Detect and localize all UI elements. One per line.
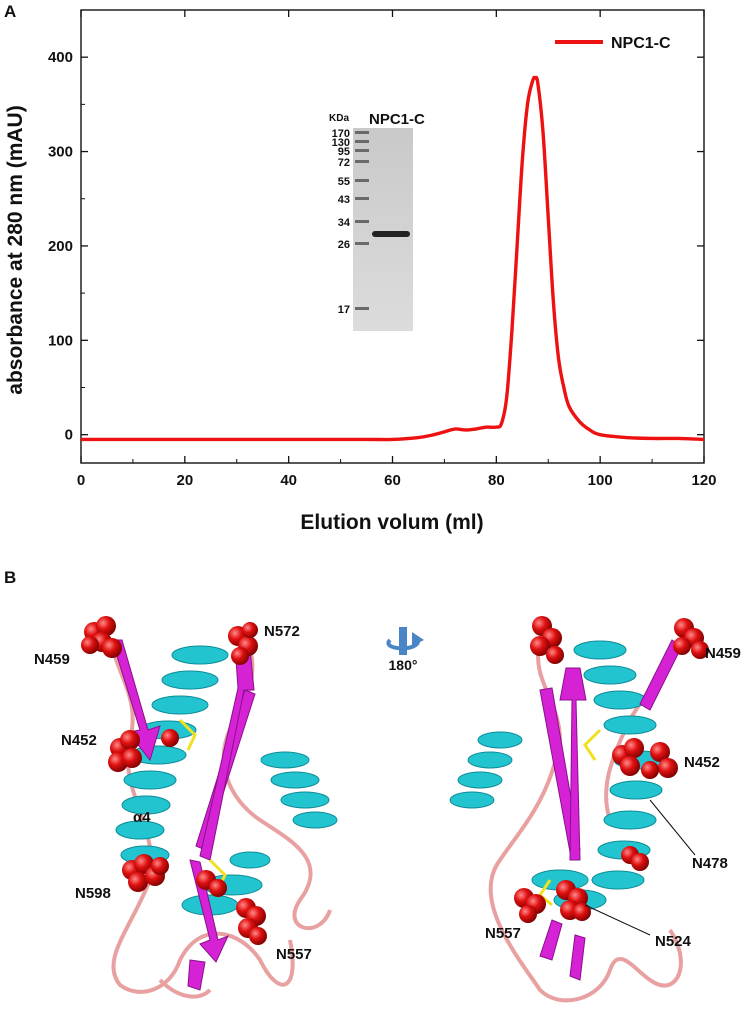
x-tick-label: 80 [488,472,505,489]
ladder-marker-label: 34 [338,217,351,229]
label-left-alpha4: α4 [133,809,151,826]
ladder-marker-label: 130 [332,137,350,149]
y-tick-label: 100 [48,332,73,349]
structure-right [449,616,709,1003]
ladder-band [355,220,369,223]
ladder-marker-label: 170 [332,128,350,140]
x-axis-label: Elution volum (ml) [300,511,483,534]
x-tick-label: 40 [280,472,297,489]
x-tick-label: 120 [691,472,716,489]
y-tick-label: 200 [48,238,73,255]
y-axis-ticks: 0 100 200 300 400 [48,9,704,444]
ladder-marker-label: 17 [338,304,350,316]
ladder-marker-label: 95 [338,146,350,158]
x-tick-label: 60 [384,472,401,489]
label-left-n557: N557 [276,946,312,963]
gel-band [372,231,410,237]
x-tick-label: 100 [588,472,613,489]
gel-unit-label: KDa [329,113,349,124]
label-right-n478: N478 [692,855,728,872]
label-left-n572: N572 [264,623,300,640]
gel-title: NPC1-C [369,111,425,128]
ladder-band [355,179,369,182]
ladder-band [355,307,369,310]
ladder-band [355,242,369,245]
rotation-icon [386,627,424,655]
y-tick-label: 0 [65,427,73,444]
ladder-band [355,149,369,152]
ladder-marker-label: 72 [338,157,350,169]
x-tick-label: 0 [77,472,85,489]
rotation-label: 180° [389,657,418,673]
label-left-n452: N452 [61,732,97,749]
panel-b-label: B [4,568,17,587]
ladder-marker-label: 55 [338,176,350,188]
panel-a-label: A [4,2,17,21]
ladder-band [355,160,369,163]
x-tick-label: 20 [176,472,193,489]
x-axis-ticks: 0 20 40 60 80 100 120 [77,10,717,489]
y-tick-label: 400 [48,49,73,66]
y-tick-label: 300 [48,144,73,161]
label-left-n459: N459 [34,651,70,668]
ladder-band [355,197,369,200]
label-right-n459: N459 [705,645,741,662]
label-right-n524: N524 [655,933,692,950]
ladder-marker-label: 43 [338,194,350,206]
gel-image [353,128,413,331]
structure-left [81,616,338,999]
ladder-band [355,140,369,143]
ladder-band [355,131,369,134]
label-right-n557: N557 [485,925,521,942]
ladder-marker-label: 26 [338,239,350,251]
label-right-n452: N452 [684,754,720,771]
y-axis-label: absorbance at 280 nm (mAU) [4,105,27,394]
label-left-n598: N598 [75,885,111,902]
legend: NPC1-C [555,35,671,52]
series-npc1-c-line [81,75,705,442]
legend-label: NPC1-C [611,35,671,52]
